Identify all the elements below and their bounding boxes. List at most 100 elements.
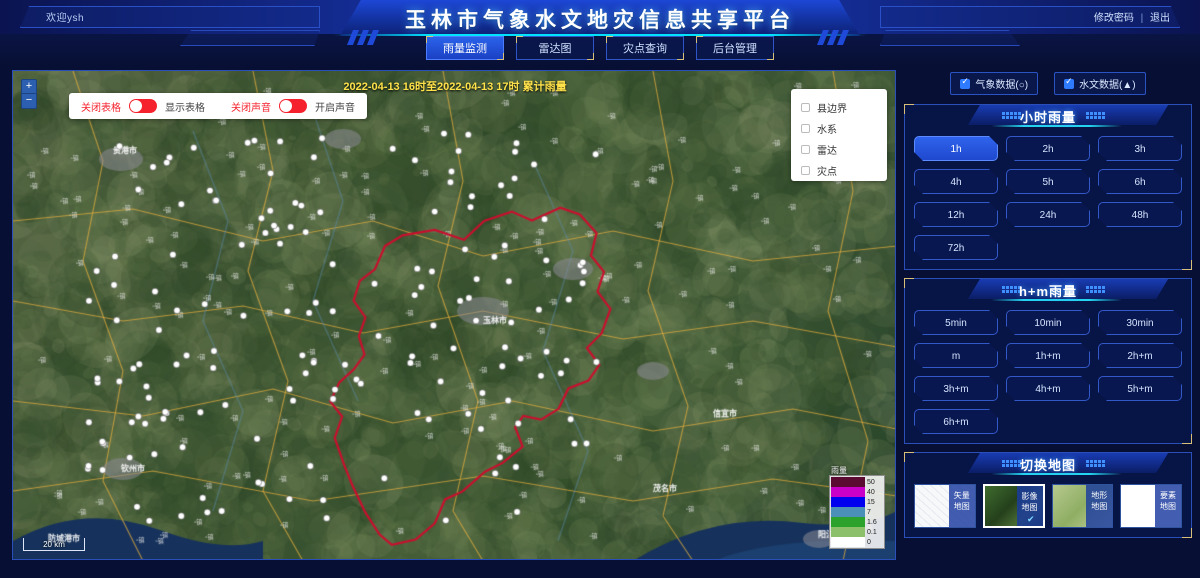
logout-link[interactable]: 退出: [1150, 13, 1170, 24]
legend-row: 50: [831, 477, 883, 487]
layer-item-water-system[interactable]: 水系: [801, 118, 877, 139]
header-accent-line: [333, 34, 867, 36]
satellite-map[interactable]: [13, 71, 895, 559]
layer-item-radar[interactable]: 雷达: [801, 139, 877, 160]
layer-label-radar: 雷达: [817, 146, 837, 157]
panel-header-basemap: 切换地图: [905, 453, 1191, 475]
legend-value: 0: [867, 538, 871, 546]
legend-swatch: [831, 477, 865, 487]
basemap-option-terrain[interactable]: 地形 地图: [1051, 484, 1114, 528]
table-toggle-on-label: 显示表格: [165, 102, 205, 114]
hourly-button-48h[interactable]: 48h: [1098, 202, 1182, 227]
legend-swatch: [831, 487, 865, 497]
header-separator: |: [1140, 13, 1144, 24]
table-toggle-off-label: 关闭表格: [81, 102, 121, 114]
legend-value: 0.1: [867, 528, 877, 536]
hm-button-4hplusm[interactable]: 4h+m: [1006, 376, 1090, 401]
basemap-label-vector: 矢量 地图: [948, 485, 975, 527]
legend-value: 1.6: [867, 518, 877, 526]
hourly-button-1h[interactable]: 1h: [914, 136, 998, 161]
hm-button-3hplusm[interactable]: 3h+m: [914, 376, 998, 401]
zoom-out-button[interactable]: −: [25, 94, 33, 106]
hm-button-10min[interactable]: 10min: [1006, 310, 1090, 335]
legend-swatch: [831, 527, 865, 537]
check-icon-hydrological: [1064, 76, 1075, 89]
tab-radar-map[interactable]: 雷达图: [516, 36, 594, 60]
hourly-button-5h[interactable]: 5h: [1006, 169, 1090, 194]
layer-checkbox-radar[interactable]: [801, 145, 810, 154]
basemap-option-feature[interactable]: 要素 地图: [1120, 484, 1182, 528]
checkbox-label-hydrological: 水文数据(▲): [1079, 80, 1136, 91]
layer-checkbox-disaster-point[interactable]: [801, 166, 810, 175]
hourly-button-72h[interactable]: 72h: [914, 235, 998, 260]
layer-panel: 县边界 水系 雷达 灾点: [791, 89, 887, 181]
welcome-text: 欢迎ysh: [46, 13, 85, 24]
hourly-button-6h[interactable]: 6h: [1098, 169, 1182, 194]
panel-title-hm: h+m雨量: [1018, 284, 1078, 299]
basemap-label-feature: 要素 地图: [1155, 485, 1181, 527]
hm-button-6hplusm[interactable]: 6h+m: [914, 409, 998, 434]
checkbox-label-meteorological: 气象数据(○): [975, 80, 1029, 91]
hm-button-30min[interactable]: 30min: [1098, 310, 1182, 335]
hm-button-2hplusm[interactable]: 2h+m: [1098, 343, 1182, 368]
app-header: 欢迎ysh 玉林市气象水文地灾信息共享平台 修改密码 | 退出 雨量监测 雷达图…: [0, 0, 1200, 68]
zoom-in-button[interactable]: +: [22, 80, 36, 94]
panel-header-hourly: 小时雨量: [905, 105, 1191, 127]
layer-item-disaster-point[interactable]: 灾点: [801, 160, 877, 181]
dots-decor-right-hourly: [1086, 112, 1106, 119]
basemap-option-vector[interactable]: 矢量 地图: [914, 484, 976, 528]
hm-button-5hplusm[interactable]: 5h+m: [1098, 376, 1182, 401]
layer-label-disaster-point: 灾点: [817, 167, 837, 178]
map-container[interactable]: 2022-04-13 16时至2022-04-13 17时 累计雨量 + − 关…: [12, 70, 896, 560]
layer-label-water-system: 水系: [817, 125, 837, 136]
legend-row: 0: [831, 537, 883, 547]
legend-row: 40: [831, 487, 883, 497]
map-toggle-bar: 关闭表格 显示表格 关闭声音 开启声音: [69, 93, 367, 119]
dots-decor-left-basemap: [1002, 460, 1022, 467]
map-zoom-control[interactable]: + −: [21, 79, 37, 109]
table-toggle-switch[interactable]: [129, 99, 157, 113]
legend-value: 7: [867, 508, 871, 516]
legend-value: 50: [867, 478, 875, 486]
map-scale-bar: 20 km: [23, 538, 85, 551]
hourly-button-4h[interactable]: 4h: [914, 169, 998, 194]
tab-admin[interactable]: 后台管理: [696, 36, 774, 60]
panel-header-line-hourly: [990, 125, 1123, 127]
layer-item-county-boundary[interactable]: 县边界: [801, 97, 877, 118]
hm-button-5min[interactable]: 5min: [914, 310, 998, 335]
hm-button-1hplusm[interactable]: 1h+m: [1006, 343, 1090, 368]
hourly-button-grid: 1h 2h 3h 4h 5h 6h 12h 24h 48h 72h: [914, 136, 1182, 260]
panel-basemap-switch: 切换地图 矢量 地图 影像 地图 ✔ 地形 地图 要素 地图: [904, 452, 1192, 538]
panel-header-hm: h+m雨量: [905, 279, 1191, 301]
header-actions: 修改密码 | 退出: [1094, 9, 1170, 24]
checkbox-hydrological-data[interactable]: 水文数据(▲): [1054, 72, 1146, 95]
change-password-link[interactable]: 修改密码: [1093, 13, 1134, 24]
layer-checkbox-county-boundary[interactable]: [801, 103, 810, 112]
dots-decor-left-hm: [1002, 286, 1022, 293]
panel-hm-rainfall: h+m雨量 5min 10min 30min m 1h+m 2h+m 3h+m 4h+m 5h+…: [904, 278, 1192, 444]
legend-title: 雨量: [831, 466, 847, 475]
hourly-button-12h[interactable]: 12h: [914, 202, 998, 227]
hm-button-m[interactable]: m: [914, 343, 998, 368]
sound-toggle-off-label: 关闭声音: [231, 102, 271, 114]
hourly-button-2h[interactable]: 2h: [1006, 136, 1090, 161]
layer-checkbox-water-system[interactable]: [801, 124, 810, 133]
panel-header-bg-hourly: [967, 105, 1169, 125]
legend-swatch: [831, 537, 865, 547]
legend-row: 7: [831, 507, 883, 517]
panel-header-line-hm: [990, 299, 1123, 301]
basemap-option-image[interactable]: 影像 地图 ✔: [982, 484, 1045, 528]
tab-rainfall-monitor[interactable]: 雨量监测: [426, 36, 504, 60]
dots-decor-right-hm: [1086, 286, 1106, 293]
basemap-label-terrain: 地形 地图: [1086, 485, 1113, 527]
hourly-button-3h[interactable]: 3h: [1098, 136, 1182, 161]
legend-rows: 50 40 15 7 1.6 0.1 0: [831, 477, 883, 547]
legend-value: 40: [867, 488, 875, 496]
hourly-button-24h[interactable]: 24h: [1006, 202, 1090, 227]
checkbox-meteorological-data[interactable]: 气象数据(○): [950, 72, 1039, 95]
sound-toggle-switch[interactable]: [279, 99, 307, 113]
sound-toggle-on-label: 开启声音: [315, 102, 355, 114]
map-time-title: 2022-04-13 16时至2022-04-13 17时 累计雨量: [343, 81, 567, 93]
tab-disaster-query[interactable]: 灾点查询: [606, 36, 684, 60]
legend-row: 15: [831, 497, 883, 507]
